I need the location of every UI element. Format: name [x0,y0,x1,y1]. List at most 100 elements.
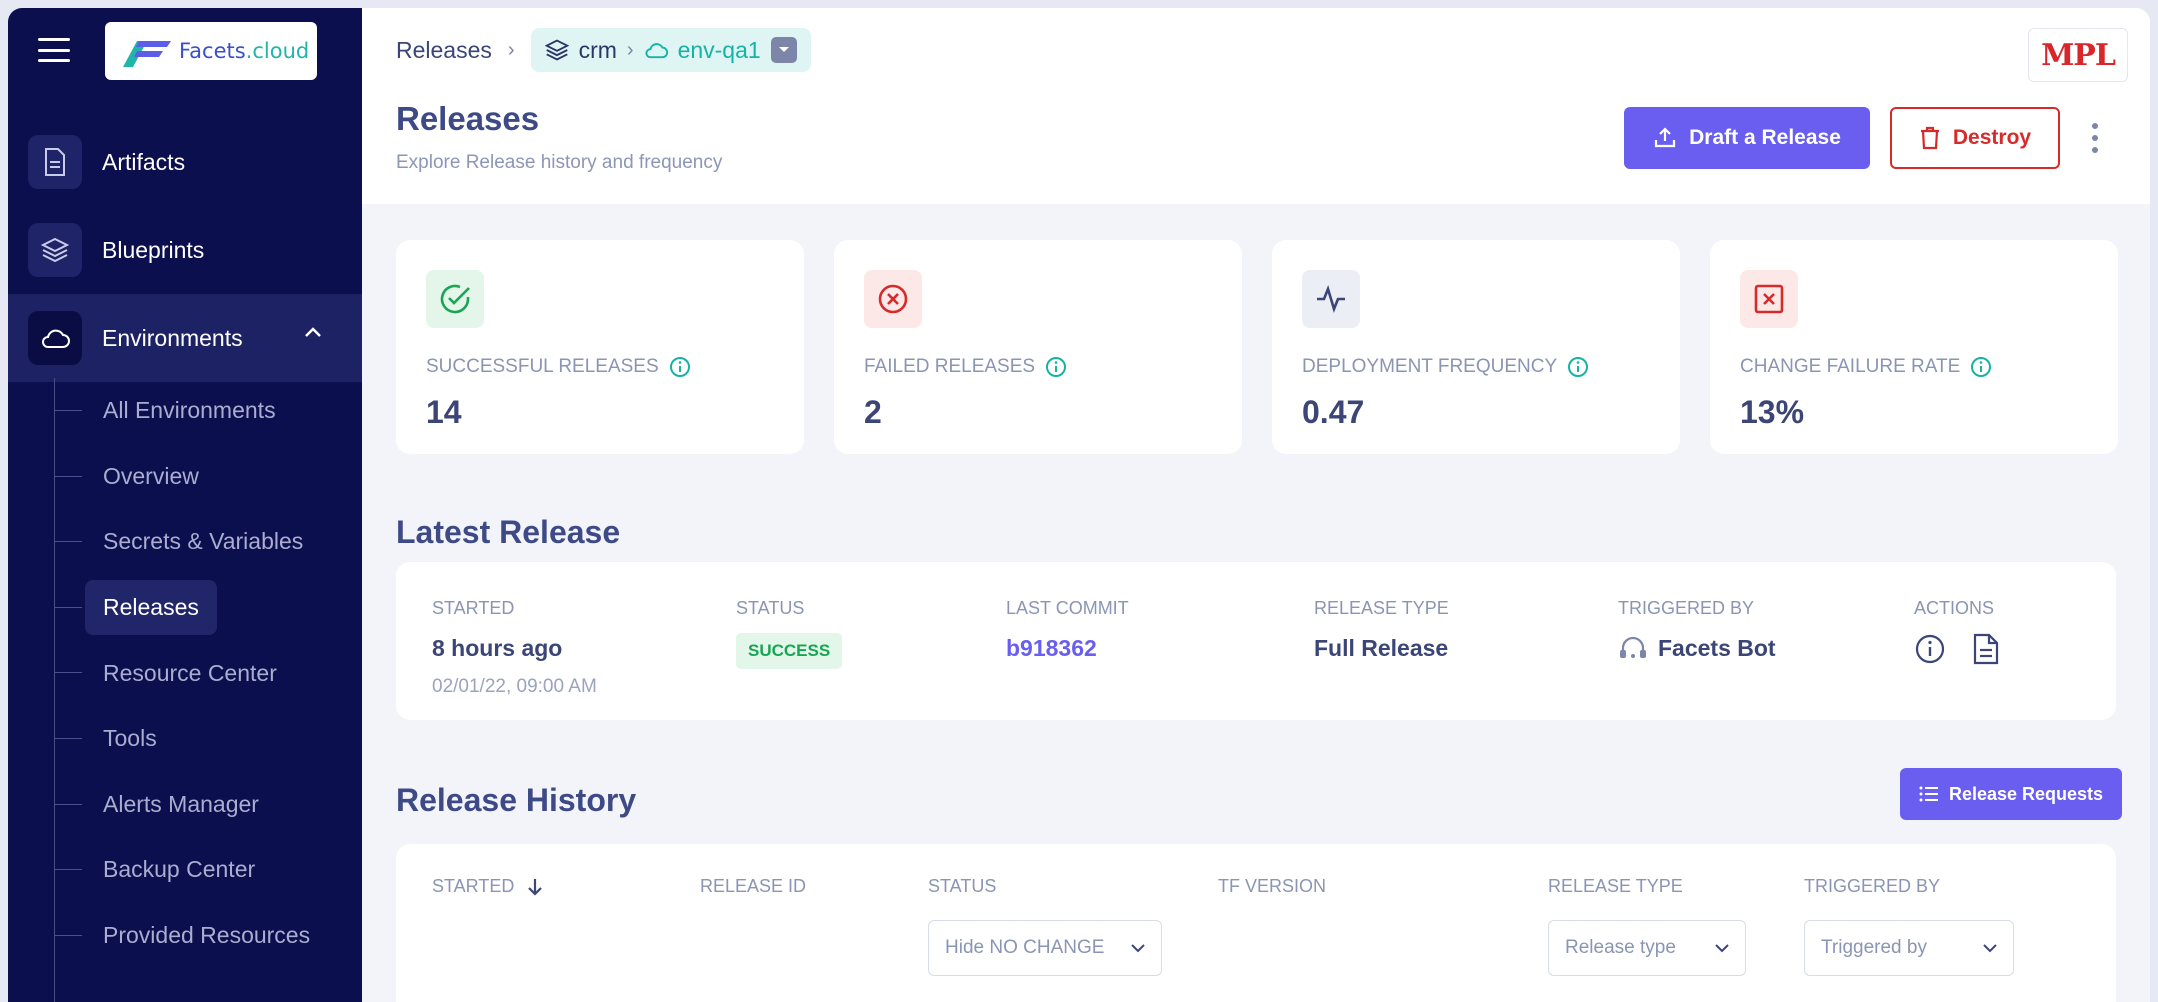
chevron-up-icon[interactable] [304,326,322,338]
page-header: Releases › crm › env-qa1 MPL Releases Ex… [362,8,2150,204]
sidebar-subitem-secrets-variables[interactable]: Secrets & Variables [8,509,362,575]
page-subtitle: Explore Release history and frequency [396,152,723,173]
chevron-down-icon [1715,943,1729,952]
facets-logo-icon [123,41,171,67]
triggered-by-filter-value: Triggered by [1821,937,1927,958]
breadcrumb: Releases › crm › env-qa1 [396,28,811,72]
stat-card-frequency: DEPLOYMENT FREQUENCY 0.47 [1272,240,1680,454]
column-header: ACTIONS [1914,598,1995,618]
sidebar-item-environments[interactable]: Environments [8,294,362,382]
facets-logo[interactable]: Facets.cloud [105,22,317,80]
brand-logo: MPL [2028,28,2128,82]
info-icon[interactable] [1567,356,1589,378]
column-header: STARTED [432,598,515,618]
stat-card-change-failure: CHANGE FAILURE RATE 13% [1710,240,2118,454]
environment-selector[interactable]: crm › env-qa1 [530,28,811,72]
x-square-icon [1740,270,1798,328]
release-type: Full Release [1314,635,1449,661]
info-icon[interactable] [1970,356,1992,378]
main-content: Releases › crm › env-qa1 MPL Releases Ex… [362,8,2150,1002]
column-header-triggered-by: TRIGGERED BY [1804,876,1941,896]
status-filter-select[interactable]: Hide NO CHANGE [928,920,1162,976]
document-icon[interactable] [1972,633,2000,665]
breadcrumb-project[interactable]: crm [578,36,617,63]
upload-icon [1655,127,1676,148]
sidebar: Facets.cloud Artifacts Blueprints Enviro… [8,8,362,1002]
draft-release-label: Draft a Release [1689,126,1841,149]
column-header: LAST COMMIT [1006,598,1129,618]
sidebar-item-label: Environments [102,324,243,351]
release-type-filter-select[interactable]: Release type [1548,920,1746,976]
info-icon[interactable] [1045,356,1067,378]
sidebar-item-label: Artifacts [102,148,186,175]
column-header: TRIGGERED BY [1618,598,1755,618]
column-header-tf-version: TF VERSION [1218,876,1327,896]
cloud-icon [645,43,668,59]
release-type-filter-value: Release type [1565,937,1676,958]
column-header-status: STATUS [928,876,997,896]
column-header-started[interactable]: STARTED [432,876,544,897]
logo-text: Facets.cloud [179,39,310,63]
stat-value: 13% [1740,394,1805,430]
release-requests-label: Release Requests [1948,783,2104,804]
draft-release-button[interactable]: Draft a Release [1624,107,1870,169]
breadcrumb-environment[interactable]: env-qa1 [677,36,761,63]
arrow-down-icon[interactable] [526,877,544,897]
column-header-release-id: RELEASE ID [700,876,807,896]
sidebar-subitem-provided-resources[interactable]: Provided Resources [8,903,362,969]
stat-value: 14 [426,394,462,430]
document-icon [28,135,82,189]
sidebar-item-blueprints[interactable]: Blueprints [8,206,362,294]
commit-link[interactable]: b918362 [1006,635,1097,661]
stat-card-successful: SUCCESSFUL RELEASES 14 [396,240,804,454]
page-title: Releases [396,100,540,137]
sidebar-item-artifacts[interactable]: Artifacts [8,118,362,206]
layers-icon [28,223,82,277]
layers-icon [544,39,569,61]
menu-icon[interactable] [38,38,70,62]
sidebar-subitem-alerts-manager[interactable]: Alerts Manager [8,772,362,838]
info-icon[interactable] [669,356,691,378]
destroy-label: Destroy [1952,126,2032,149]
sidebar-subitem-backup-center[interactable]: Backup Center [8,837,362,903]
stat-label: CHANGE FAILURE RATE [1740,356,1961,377]
sidebar-subitem-releases[interactable]: Releases [8,575,362,641]
latest-release-title: Latest Release [396,514,621,550]
sidebar-subitem-tools[interactable]: Tools [8,706,362,772]
trash-icon [1920,126,1939,150]
list-icon [1919,786,1938,802]
more-options-icon[interactable] [2092,123,2098,153]
sidebar-subitem-overview[interactable]: Overview [8,444,362,510]
status-filter-value: Hide NO CHANGE [945,937,1105,958]
sidebar-subitem-all-environments[interactable]: All Environments [8,378,362,444]
started-date: 02/01/22, 09:00 AM [432,676,597,697]
column-header-release-type: RELEASE TYPE [1548,876,1683,896]
x-circle-icon [864,270,922,328]
info-icon[interactable] [1914,633,1946,665]
bot-icon [1620,636,1646,658]
triggered-by-filter-select[interactable]: Triggered by [1804,920,2014,976]
stat-label: DEPLOYMENT FREQUENCY [1302,356,1558,377]
check-circle-icon [426,270,484,328]
sidebar-subitem-resource-center[interactable]: Resource Center [8,640,362,706]
breadcrumb-releases[interactable]: Releases [396,36,492,63]
chevron-right-icon: › [626,38,634,61]
environments-submenu: All Environments Overview Secrets & Vari… [8,378,362,1002]
release-history-table: STARTED RELEASE ID STATUS TF VERSION REL… [396,844,2116,1002]
stat-label: SUCCESSFUL RELEASES [426,356,659,377]
stat-value: 0.47 [1302,394,1365,430]
triggered-by: Facets Bot [1658,635,1776,661]
status-badge: SUCCESS [736,633,843,669]
latest-release-card: STARTED 8 hours ago 02/01/22, 09:00 AM S… [396,562,2116,720]
cloud-icon [28,311,82,365]
chevron-down-icon[interactable] [770,37,797,63]
started-relative: 8 hours ago [432,635,563,661]
stat-card-failed: FAILED RELEASES 2 [834,240,1242,454]
chevron-down-icon [1983,943,1997,952]
stat-label: FAILED RELEASES [864,356,1036,377]
release-history-title: Release History [396,782,637,818]
release-requests-button[interactable]: Release Requests [1900,768,2122,820]
activity-icon [1302,270,1360,328]
chevron-down-icon [1131,943,1145,952]
destroy-button[interactable]: Destroy [1890,107,2060,169]
